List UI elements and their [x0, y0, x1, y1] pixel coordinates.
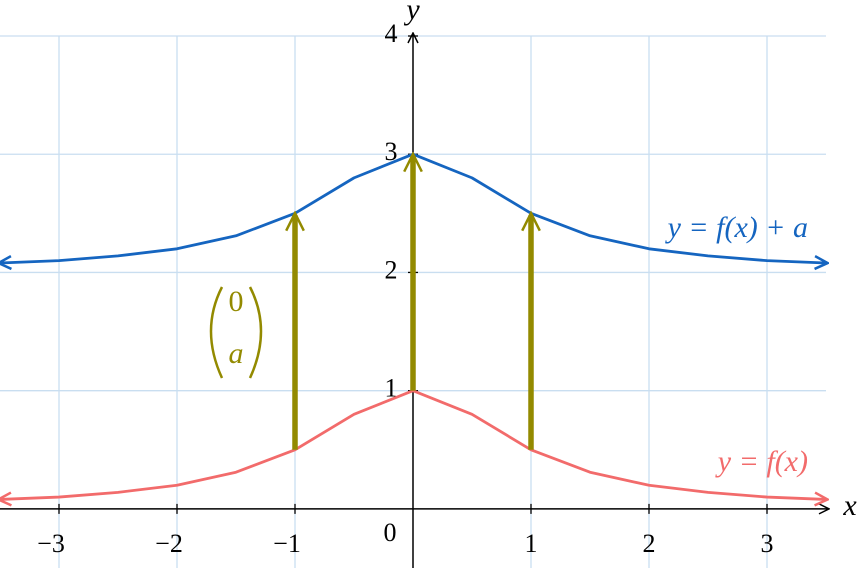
y-tick-label: 4	[385, 19, 398, 48]
origin-label: 0	[384, 518, 397, 547]
y-axis-label: y	[403, 0, 420, 26]
matrix-bracket	[209, 286, 224, 379]
series-line	[0, 389, 826, 500]
x-tick-label: 2	[643, 529, 656, 558]
y-tick-label: 1	[385, 374, 398, 403]
plot: y = f(x) + a y = f(x)	[0, 154, 826, 499]
vector-label: a	[229, 337, 244, 370]
vector-label: 0	[229, 285, 244, 318]
x-tick-label: −2	[155, 529, 183, 558]
x-tick-label: −3	[37, 529, 65, 558]
x-tick-label: 3	[761, 529, 774, 558]
x-axis-label: x	[842, 489, 857, 522]
series-label: y = f(x) + a	[665, 211, 808, 244]
x-tick-label: 1	[525, 529, 538, 558]
series-label: y = f(x)	[715, 445, 808, 478]
axes: −3 −2 −1 1 2 3 1 2 3 4	[0, 19, 828, 568]
matrix-bracket	[248, 286, 263, 379]
y-tick-label: 3	[385, 137, 398, 166]
x-tick-label: −1	[273, 529, 301, 558]
y-tick-label: 2	[385, 255, 398, 284]
